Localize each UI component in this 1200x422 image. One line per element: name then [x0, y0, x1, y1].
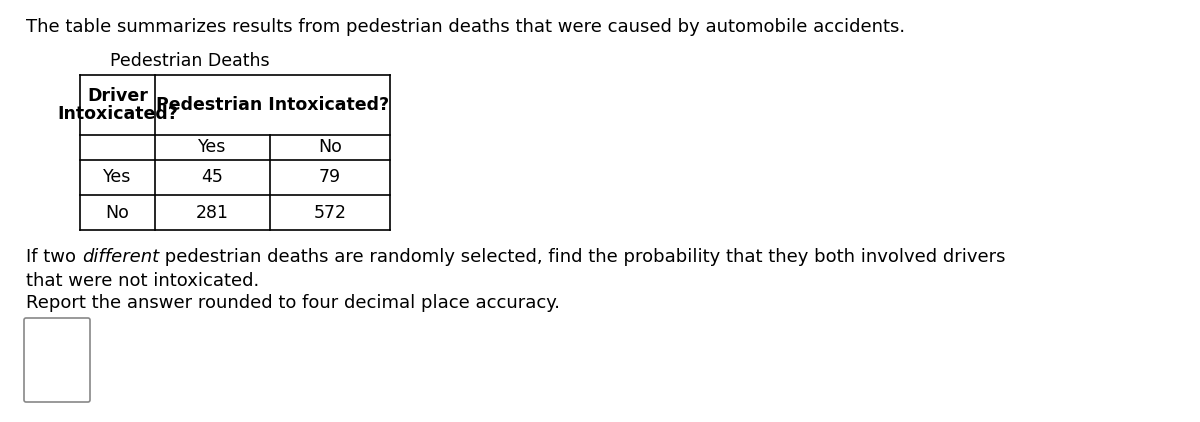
- Text: 572: 572: [313, 203, 347, 222]
- Text: 281: 281: [196, 203, 229, 222]
- FancyBboxPatch shape: [24, 318, 90, 402]
- Text: pedestrian deaths are randomly selected, find the probability that they both inv: pedestrian deaths are randomly selected,…: [158, 248, 1006, 266]
- Text: Pedestrian Intoxicated?: Pedestrian Intoxicated?: [156, 96, 389, 114]
- Text: Yes: Yes: [198, 138, 227, 157]
- Text: different: different: [82, 248, 158, 266]
- Text: Intoxicated?: Intoxicated?: [58, 105, 178, 123]
- Text: Yes: Yes: [103, 168, 132, 187]
- Text: 79: 79: [319, 168, 341, 187]
- Text: Report the answer rounded to four decimal place accuracy.: Report the answer rounded to four decima…: [26, 294, 560, 312]
- Text: 45: 45: [202, 168, 223, 187]
- Text: The table summarizes results from pedestrian deaths that were caused by automobi: The table summarizes results from pedest…: [26, 18, 905, 36]
- Text: No: No: [106, 203, 130, 222]
- Text: No: No: [318, 138, 342, 157]
- Text: If two: If two: [26, 248, 82, 266]
- Text: Pedestrian Deaths: Pedestrian Deaths: [110, 52, 270, 70]
- Text: that were not intoxicated.: that were not intoxicated.: [26, 272, 259, 290]
- Text: Driver: Driver: [88, 87, 148, 105]
